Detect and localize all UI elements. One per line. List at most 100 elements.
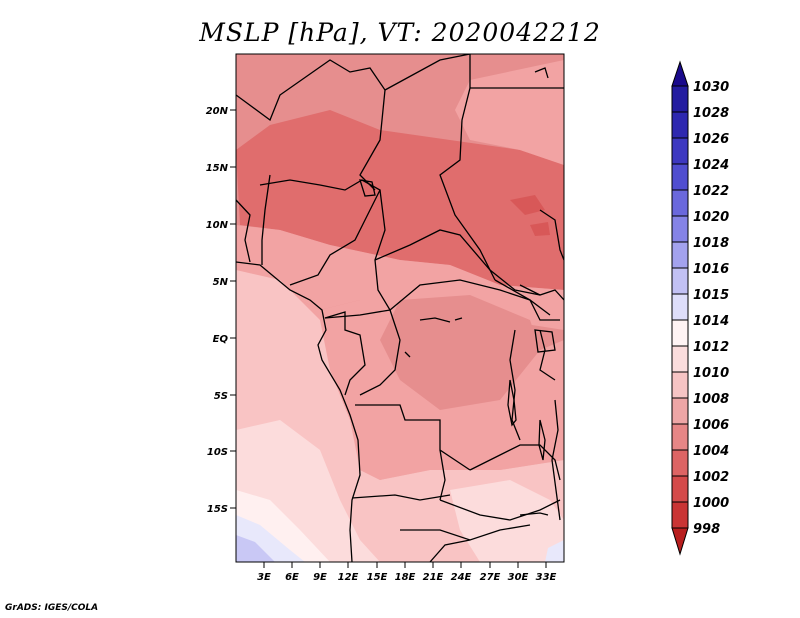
field-1018-band [236, 535, 275, 562]
lat-label: EQ [213, 334, 229, 345]
lake-river-3 [519, 512, 549, 516]
lake-victoria [534, 329, 556, 353]
colorbar-label: 1000 [693, 496, 729, 511]
lon-label: 6E [285, 572, 299, 583]
colorbar-label: 1008 [693, 392, 729, 407]
lat-label: 10S [207, 447, 228, 458]
field-1008-congo [380, 295, 540, 410]
lon-label: 27E [480, 572, 501, 583]
colorbar-label: 1030 [693, 80, 729, 95]
field-low-1006-sahel [236, 110, 564, 290]
colorbar-segment [671, 293, 689, 321]
field-1010-ne [455, 60, 564, 165]
lon-axis: 3E 6E 9E 12E 15E 18E 21E 24E 27E 30E 33E [257, 562, 557, 583]
colorbar-segment [671, 371, 689, 399]
footer-credit: GrADS: IGES/COLA [5, 603, 99, 613]
colorbar-label: 1018 [693, 236, 729, 251]
lat-label: 20N [206, 106, 229, 117]
border-north-1 [236, 59, 386, 191]
colorbar-label: 1015 [693, 288, 729, 303]
lon-label: 18E [395, 572, 416, 583]
colorbar: 1030 1028 1026 1024 1022 1020 1018 1016 … [671, 60, 729, 556]
colorbar-segment [671, 319, 689, 347]
lon-label: 15E [367, 572, 388, 583]
lat-label: 10N [206, 220, 229, 231]
lake-river-4 [404, 351, 411, 358]
border-east-1 [494, 279, 560, 321]
border-east-4 [551, 399, 561, 521]
lat-label: 15S [207, 504, 228, 515]
lat-label: 5S [214, 391, 228, 402]
colorbar-segment [671, 111, 689, 139]
lat-axis: 20N 15N 10N 5N EQ 5S 10S 15S [206, 106, 236, 515]
lake-malawi [538, 419, 546, 461]
border-southern-2 [429, 539, 471, 562]
colorbar-label: 1028 [693, 106, 729, 121]
border-ethiopia [539, 209, 564, 261]
colorbar-segment [671, 85, 689, 113]
lake-chad [359, 179, 376, 197]
colorbar-label: 1026 [693, 132, 729, 147]
colorbar-bottom-arrow [671, 527, 689, 556]
border-angola-south [351, 494, 451, 501]
lake-river-2 [454, 317, 463, 321]
border-niger-nigeria [261, 174, 271, 265]
colorbar-label: 1006 [693, 418, 729, 433]
colorbar-label: 998 [693, 522, 720, 537]
coastline [236, 261, 361, 562]
border-chad-sudan [439, 54, 496, 281]
colorbar-segment [671, 189, 689, 217]
borders [236, 54, 564, 562]
colorbar-top-arrow [671, 60, 689, 87]
border-north-2 [384, 54, 471, 91]
colorbar-label: 1010 [693, 366, 729, 381]
colorbar-label: 1020 [693, 210, 729, 225]
colorbar-label: 1004 [693, 444, 729, 459]
field-north-band [236, 54, 564, 120]
colorbar-segment [671, 501, 689, 529]
border-cameroon [324, 189, 392, 319]
border-zambia-south [439, 499, 561, 521]
colorbar-label: 1012 [693, 340, 729, 355]
border-east-3 [539, 329, 556, 381]
border-zambia [469, 444, 561, 481]
lon-label: 24E [451, 572, 472, 583]
border-angola-north [355, 404, 471, 471]
lon-label: 3E [257, 572, 271, 583]
border-congo-drc [359, 309, 401, 396]
lon-label: 33E [536, 572, 557, 583]
colorbar-label: 1016 [693, 262, 729, 277]
lake-river-5 [534, 67, 549, 79]
border-car-drc [389, 279, 551, 316]
colorbar-segment [671, 137, 689, 165]
colorbar-segment [671, 449, 689, 477]
colorbar-segment [671, 345, 689, 373]
border-west-1 [236, 199, 251, 263]
field-1016-se-corner [545, 540, 564, 562]
border-east-2 [509, 329, 521, 441]
border-angola-east [439, 449, 446, 501]
map-frame [235, 53, 565, 563]
colorbar-label: 1002 [693, 470, 729, 485]
colorbar-segment [671, 397, 689, 425]
lon-label: 21E [423, 572, 444, 583]
lat-label: 5N [213, 277, 229, 288]
border-gabon-congo [324, 311, 366, 396]
colorbar-segment [671, 163, 689, 191]
colorbar-segment [671, 241, 689, 269]
lon-label: 12E [338, 572, 359, 583]
colorbar-label: 1024 [693, 158, 729, 173]
colorbar-segment [671, 215, 689, 243]
border-car [374, 229, 541, 296]
lat-label: 15N [206, 163, 229, 174]
pressure-field [236, 54, 564, 562]
lake-river-1 [419, 317, 451, 323]
lon-label: 30E [508, 572, 529, 583]
colorbar-segment [671, 475, 689, 503]
chart-title: MSLP [hPa], VT: 2020042212 [199, 18, 601, 47]
field-1014-se [450, 480, 564, 562]
colorbar-segment [671, 423, 689, 451]
colorbar-label: 1014 [693, 314, 729, 329]
border-south-sudan [519, 284, 564, 301]
